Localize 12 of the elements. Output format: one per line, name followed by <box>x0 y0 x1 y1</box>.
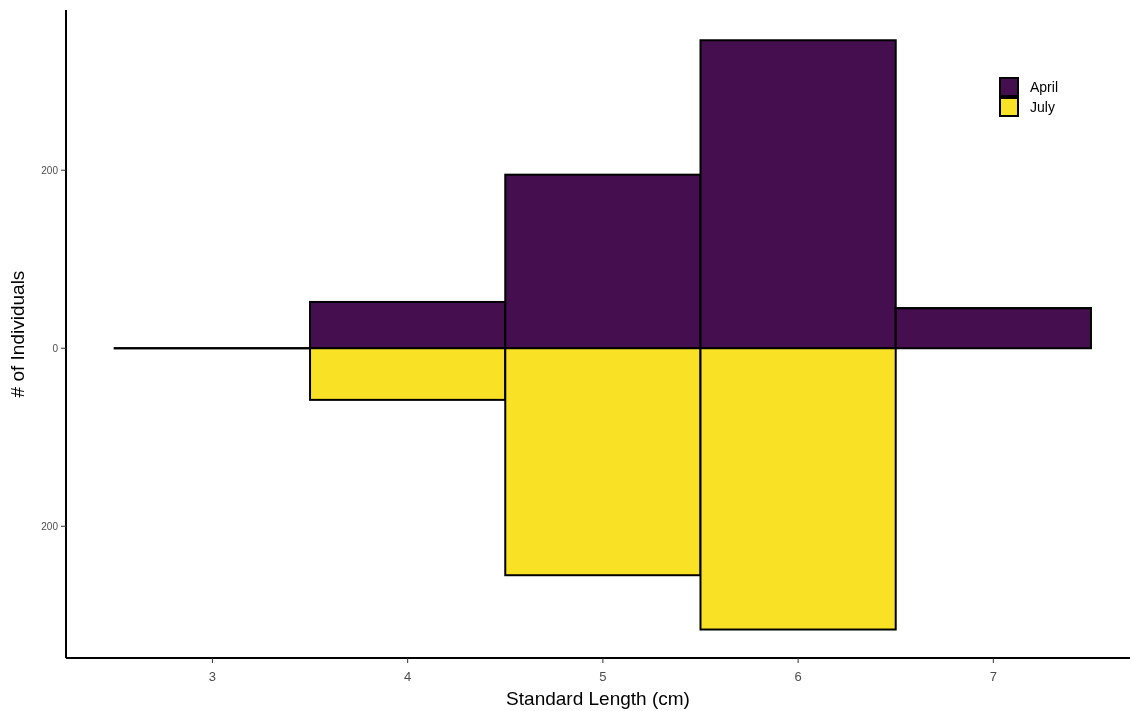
y-tick-label: 0 <box>52 342 59 354</box>
y-tick-label: 200 <box>41 164 59 176</box>
x-tick-label: 6 <box>794 669 802 684</box>
x-tick-label: 4 <box>404 669 412 684</box>
legend-label: July <box>1030 98 1055 115</box>
x-tick-label: 5 <box>599 669 607 684</box>
legend-label: April <box>1030 78 1059 95</box>
x-tick-label: 7 <box>989 669 997 684</box>
x-axis-title: Standard Length (cm) <box>506 688 690 709</box>
y-axis-title: # of Individuals <box>7 270 28 398</box>
y-tick-label: 200 <box>41 520 59 532</box>
x-tick-label: 3 <box>208 669 217 684</box>
